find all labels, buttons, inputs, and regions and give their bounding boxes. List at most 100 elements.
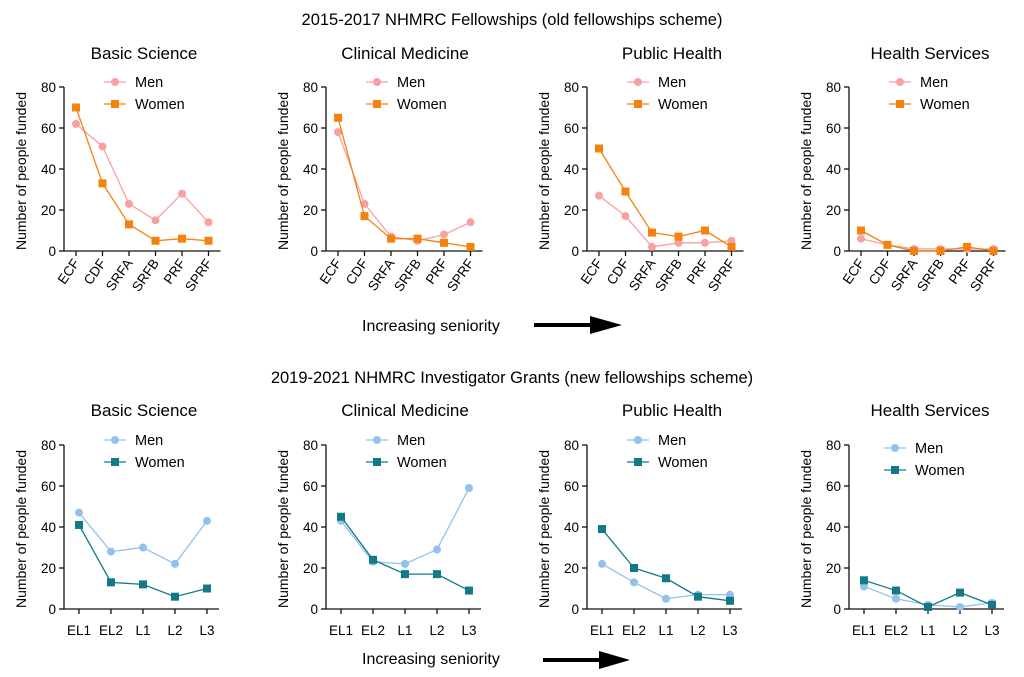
data-point-men <box>727 236 736 245</box>
panel-title: Health Services <box>870 44 989 63</box>
data-point-women <box>465 586 473 595</box>
legend-label: Men <box>397 433 425 449</box>
legend-item-women: Women <box>366 97 447 113</box>
data-point-women <box>139 580 147 589</box>
y-tick-label: 0 <box>833 602 841 617</box>
x-tick-label: EL2 <box>884 623 908 638</box>
y-tick-label: 20 <box>564 561 579 576</box>
series-line-women <box>860 229 994 252</box>
data-point-women <box>988 600 996 609</box>
data-point-men <box>401 559 409 568</box>
data-point-women <box>630 564 638 572</box>
x-tick-label: SRFB <box>129 256 162 294</box>
series-line-men <box>598 195 732 248</box>
data-point-women <box>989 247 998 255</box>
y-tick-label: 60 <box>564 479 579 494</box>
y-tick-label: 60 <box>826 121 841 136</box>
y-tick-label: 60 <box>564 121 579 136</box>
data-point-women <box>440 238 448 247</box>
legend-item-women: Women <box>366 455 447 471</box>
data-point-women <box>726 596 734 605</box>
panel-old-public-health: Public Health Number of people funded 0 20 4… <box>536 44 744 294</box>
series-line-women <box>75 107 209 242</box>
x-tick-label: SRFA <box>888 256 921 293</box>
series-line-women <box>598 148 732 248</box>
y-axis-label: Number of people funded <box>13 450 29 608</box>
y-tick-label: 80 <box>303 80 318 95</box>
legend-item-men: Men <box>104 75 163 91</box>
panel-title: Public Health <box>622 401 722 420</box>
x-tick-label: ECF <box>840 256 868 287</box>
legend-marker <box>896 100 904 108</box>
legend-marker <box>373 436 381 444</box>
y-tick-label: 60 <box>41 479 56 494</box>
y-tick-label: 20 <box>303 561 318 576</box>
panel-new-public-health: Public Health Number of people funded 0 20 4… <box>536 401 742 638</box>
legend-marker <box>634 78 642 86</box>
panel-new-clinical-medicine: Clinical Medicine Number of people funded… <box>275 401 481 638</box>
data-point-men <box>334 128 342 137</box>
legend-label: Women <box>397 97 447 113</box>
legend-label: Women <box>658 97 708 113</box>
series-line-men <box>860 238 994 250</box>
legend-label: Men <box>397 75 425 91</box>
y-axis-label: Number of people funded <box>13 92 29 250</box>
section-title-new: 2019-2021 NHMRC Investigator Grants (new… <box>271 369 753 387</box>
y-tick-label: 80 <box>564 80 579 95</box>
x-tick-label: SPRF <box>705 256 738 294</box>
data-point-men <box>860 582 868 591</box>
panel-old-health-services: Health Services Number of people funded 0 2… <box>798 44 1006 294</box>
series-line-men <box>75 123 209 223</box>
x-tick-label: ECF <box>578 256 606 287</box>
data-point-women <box>910 247 918 255</box>
data-point-women <box>413 234 422 243</box>
y-axis-label: Number of people funded <box>536 450 552 608</box>
legend-marker <box>891 466 899 474</box>
legend-label: Women <box>658 455 708 471</box>
legend-label: Women <box>915 463 965 479</box>
data-point-men <box>440 230 448 239</box>
x-tick-label: SRFA <box>365 256 398 293</box>
y-tick-label: 20 <box>564 203 579 218</box>
x-tick-label: L1 <box>920 623 935 638</box>
legend-marker <box>111 78 119 86</box>
data-point-men <box>674 238 683 247</box>
y-tick-label: 40 <box>303 162 318 177</box>
y-tick-label: 80 <box>41 438 56 453</box>
x-tick-label: L1 <box>658 623 673 638</box>
x-tick-label: EL1 <box>67 623 91 638</box>
x-tick-label: L3 <box>722 623 737 638</box>
x-tick-label: L1 <box>135 623 150 638</box>
x-tick-label: EL2 <box>99 623 123 638</box>
data-point-women <box>334 113 342 122</box>
y-tick-label: 20 <box>41 561 56 576</box>
legend-item-women: Women <box>627 455 708 471</box>
legend-label: Men <box>920 75 948 91</box>
data-point-women <box>401 570 409 579</box>
data-point-women <box>178 234 186 243</box>
legend-marker <box>373 100 381 108</box>
x-tick-label: L2 <box>952 623 967 638</box>
legend-item-women: Women <box>884 463 965 479</box>
y-tick-label: 80 <box>303 438 318 453</box>
y-tick-label: 40 <box>564 520 579 535</box>
y-tick-label: 80 <box>41 80 56 95</box>
panel-title: Health Services <box>870 401 989 420</box>
seniority-label-top: Increasing seniority <box>362 318 500 335</box>
data-point-men <box>466 218 475 227</box>
y-tick-label: 0 <box>310 602 318 617</box>
y-tick-label: 40 <box>564 162 579 177</box>
data-point-women <box>621 187 630 196</box>
x-tick-label: SPRF <box>182 256 215 294</box>
legend-item-women: Women <box>104 455 185 471</box>
legend-label: Women <box>135 97 185 113</box>
x-tick-label: EL2 <box>361 623 385 638</box>
y-axis-label: Number of people funded <box>536 92 552 250</box>
y-tick-label: 40 <box>826 520 841 535</box>
data-point-men <box>139 543 147 552</box>
data-point-women <box>936 247 945 255</box>
data-point-men <box>151 216 160 225</box>
legend-marker <box>634 436 642 444</box>
x-tick-label: EL1 <box>329 623 353 638</box>
data-point-women <box>125 220 133 229</box>
